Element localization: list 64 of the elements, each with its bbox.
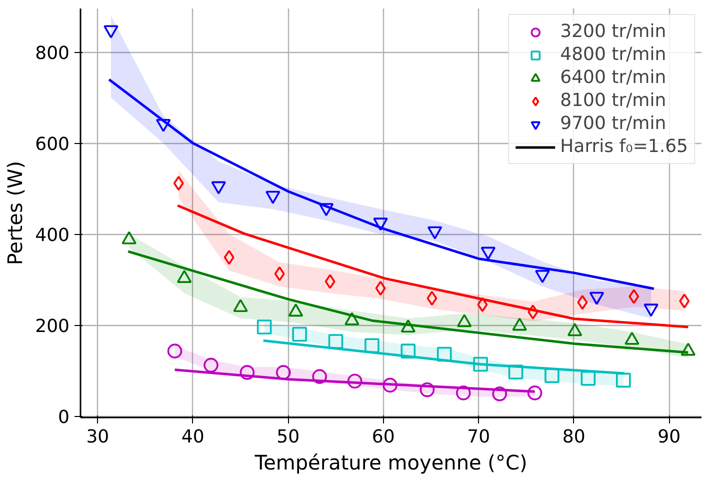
point <box>528 304 538 320</box>
y-tick-label: 400 <box>35 225 70 246</box>
point <box>224 250 234 265</box>
point <box>577 295 588 310</box>
y-axis-title: Pertes (W) <box>3 160 28 266</box>
line-series <box>176 204 690 328</box>
point <box>589 292 604 305</box>
point <box>400 344 416 358</box>
point <box>312 369 327 384</box>
x-tick-label: 90 <box>658 426 681 448</box>
point <box>436 346 452 362</box>
point <box>173 176 184 191</box>
point <box>628 289 640 304</box>
point <box>679 294 690 308</box>
point <box>375 280 386 296</box>
y-tick-label: 0 <box>58 407 70 428</box>
legend-label: 3200 tr/min <box>560 21 666 42</box>
point <box>347 374 362 388</box>
point <box>580 370 596 386</box>
legend-label: 8100 tr/min <box>560 90 666 111</box>
point <box>324 274 336 289</box>
point <box>265 190 280 204</box>
point <box>544 368 560 384</box>
x-tick-label: 80 <box>562 426 586 448</box>
x-tick-label: 30 <box>86 426 110 448</box>
legend-label: 6400 tr/min <box>560 67 666 88</box>
point <box>373 218 388 231</box>
point <box>508 364 524 380</box>
point <box>427 226 442 240</box>
point <box>477 297 488 312</box>
point <box>167 344 182 358</box>
point <box>535 270 550 284</box>
legend-label: 9700 tr/min <box>560 113 666 134</box>
point <box>274 266 285 282</box>
point <box>364 338 380 354</box>
point <box>240 365 255 380</box>
point <box>420 382 435 398</box>
x-tick-label: 70 <box>467 426 490 448</box>
point <box>318 203 334 216</box>
point <box>292 326 307 342</box>
point <box>456 386 471 400</box>
legend-label: 4800 tr/min <box>560 44 666 65</box>
point <box>480 246 496 260</box>
y-tick-label: 800 <box>35 43 70 64</box>
point <box>204 358 218 373</box>
point <box>616 372 631 388</box>
legend-label: Harris f₀=1.65 <box>560 136 688 157</box>
point <box>156 118 171 132</box>
point <box>492 386 507 402</box>
x-tick-label: 60 <box>372 426 395 448</box>
point <box>382 378 398 393</box>
x-tick-label: 40 <box>181 426 204 448</box>
point <box>473 356 488 372</box>
point <box>426 290 438 306</box>
x-tick-label: 50 <box>276 426 300 448</box>
y-tick-label: 600 <box>35 134 70 156</box>
x-axis-title: Température moyenne (°C) <box>254 450 528 474</box>
point <box>104 25 118 38</box>
point <box>527 386 542 400</box>
point <box>328 334 344 349</box>
point <box>276 365 291 380</box>
y-tick-label: 200 <box>35 316 70 338</box>
point <box>256 320 272 334</box>
point <box>211 181 226 194</box>
